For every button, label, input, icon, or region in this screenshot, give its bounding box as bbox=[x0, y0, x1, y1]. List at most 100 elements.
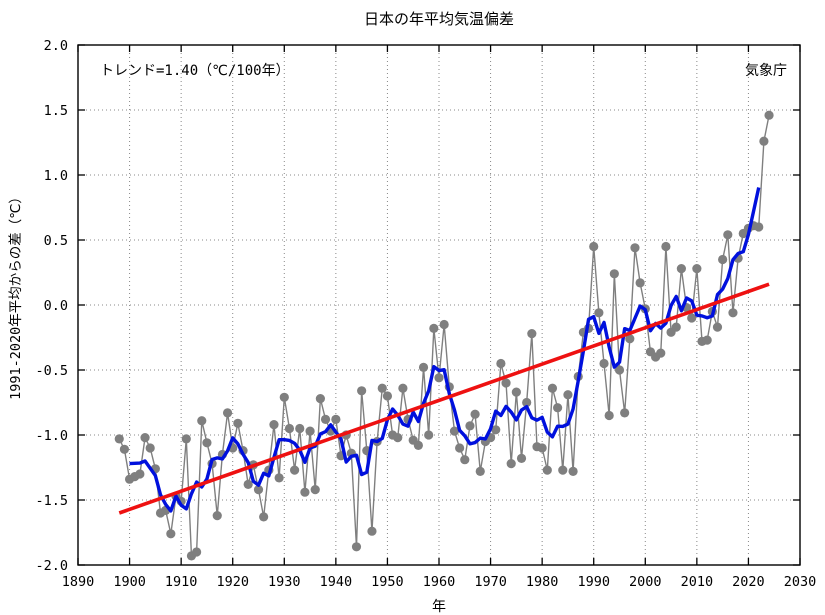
y-tick-label: 0.5 bbox=[44, 233, 68, 249]
annual-dot bbox=[114, 434, 124, 444]
annual-dot bbox=[625, 334, 635, 344]
annual-dot bbox=[594, 308, 604, 318]
annual-dot bbox=[135, 469, 145, 479]
annual-dot bbox=[537, 443, 547, 453]
annual-dot bbox=[202, 438, 212, 448]
annual-dot bbox=[635, 278, 645, 288]
annual-dot bbox=[723, 230, 733, 240]
annual-dot bbox=[269, 420, 279, 430]
annual-dot bbox=[620, 408, 630, 418]
annual-dot bbox=[310, 485, 320, 495]
annual-dot bbox=[295, 423, 305, 434]
annual-dot bbox=[563, 390, 573, 400]
annual-dot bbox=[284, 423, 295, 434]
trend-annotation: トレンド=1.40（℃/100年） bbox=[100, 63, 290, 79]
annual-dot bbox=[718, 254, 728, 265]
annual-dot bbox=[331, 414, 341, 424]
x-axis-title: 年 bbox=[432, 599, 446, 615]
annual-dot bbox=[496, 358, 506, 369]
annual-dot bbox=[759, 136, 769, 146]
y-tick-label: 1.0 bbox=[44, 168, 68, 184]
annual-dot bbox=[398, 383, 408, 393]
annual-dot bbox=[197, 416, 207, 426]
annual-dot bbox=[367, 526, 377, 536]
annual-dot bbox=[460, 455, 470, 465]
annual-dot bbox=[522, 397, 532, 408]
annual-dot bbox=[676, 264, 686, 274]
annual-dot bbox=[671, 322, 681, 332]
annual-dot bbox=[119, 444, 130, 454]
annual-dot bbox=[145, 443, 155, 453]
annual-dot bbox=[599, 358, 609, 369]
annual-dot bbox=[429, 323, 439, 333]
annual-dot bbox=[728, 308, 738, 318]
annual-dot bbox=[465, 421, 475, 431]
annual-dot bbox=[413, 440, 423, 450]
x-tick-label: 1960 bbox=[423, 574, 456, 590]
annual-dot bbox=[764, 110, 774, 120]
annual-dot bbox=[589, 241, 599, 252]
annual-dot bbox=[630, 243, 640, 253]
annual-dot bbox=[687, 313, 697, 323]
annual-dot bbox=[501, 378, 511, 388]
annual-dot bbox=[393, 433, 403, 443]
annual-dot bbox=[702, 335, 712, 345]
annual-dot bbox=[558, 465, 568, 475]
annual-dot bbox=[712, 322, 723, 332]
chart-title: 日本の年平均気温偏差 bbox=[363, 10, 514, 28]
x-tick-label: 1980 bbox=[526, 574, 559, 590]
annual-dot bbox=[233, 418, 243, 428]
x-tick-label: 2000 bbox=[629, 574, 662, 590]
y-tick-label: -1.5 bbox=[35, 493, 68, 509]
x-tick-label: 1990 bbox=[577, 574, 610, 590]
annual-dot bbox=[253, 485, 264, 495]
annual-dot bbox=[418, 362, 429, 372]
annual-dot bbox=[243, 479, 253, 489]
x-tick-label: 1950 bbox=[371, 574, 404, 590]
annual-dot bbox=[315, 394, 325, 404]
annual-dot bbox=[661, 241, 671, 252]
annual-dot bbox=[192, 547, 202, 557]
x-tick-label: 1970 bbox=[474, 574, 507, 590]
annual-dot bbox=[516, 453, 527, 463]
annual-dot bbox=[609, 269, 619, 279]
x-tick-label: 1900 bbox=[113, 574, 146, 590]
x-tick-label: 2030 bbox=[784, 574, 817, 590]
y-tick-label: -2.0 bbox=[35, 558, 68, 574]
annual-dot bbox=[166, 529, 176, 539]
annual-dot bbox=[470, 409, 480, 419]
x-tick-label: 1930 bbox=[268, 574, 301, 590]
annual-dot bbox=[568, 466, 578, 476]
annual-dot bbox=[434, 373, 444, 383]
annual-dot bbox=[274, 473, 284, 483]
annual-dot bbox=[656, 348, 666, 358]
y-tick-label: 0.0 bbox=[44, 298, 68, 314]
y-tick-label: 2.0 bbox=[44, 38, 68, 54]
annual-dot bbox=[377, 383, 387, 393]
annual-dot bbox=[181, 434, 191, 444]
annual-dot bbox=[455, 443, 465, 453]
annual-dot bbox=[300, 487, 310, 497]
annual-dot bbox=[439, 319, 449, 330]
x-tick-label: 2020 bbox=[732, 574, 765, 590]
annual-dot bbox=[553, 403, 563, 413]
annual-dot bbox=[511, 387, 521, 397]
y-tick-label: -1.0 bbox=[35, 428, 68, 444]
annual-dot bbox=[382, 391, 393, 401]
annual-dot bbox=[614, 365, 625, 375]
annual-dot bbox=[491, 425, 501, 435]
annual-dot bbox=[351, 542, 362, 552]
annual-dot bbox=[506, 459, 516, 469]
x-tick-label: 1910 bbox=[165, 574, 198, 590]
annual-dot bbox=[754, 222, 764, 232]
annual-dot bbox=[357, 386, 367, 396]
running-mean-line bbox=[129, 187, 761, 513]
annual-dot bbox=[140, 433, 150, 443]
x-tick-label: 1890 bbox=[62, 574, 95, 590]
annual-dot bbox=[259, 512, 269, 522]
annual-dot bbox=[547, 383, 558, 393]
annual-dot bbox=[527, 329, 537, 339]
annual-dot bbox=[305, 426, 315, 436]
y-axis-title: 1991-2020年平均からの差（℃） bbox=[8, 190, 24, 400]
